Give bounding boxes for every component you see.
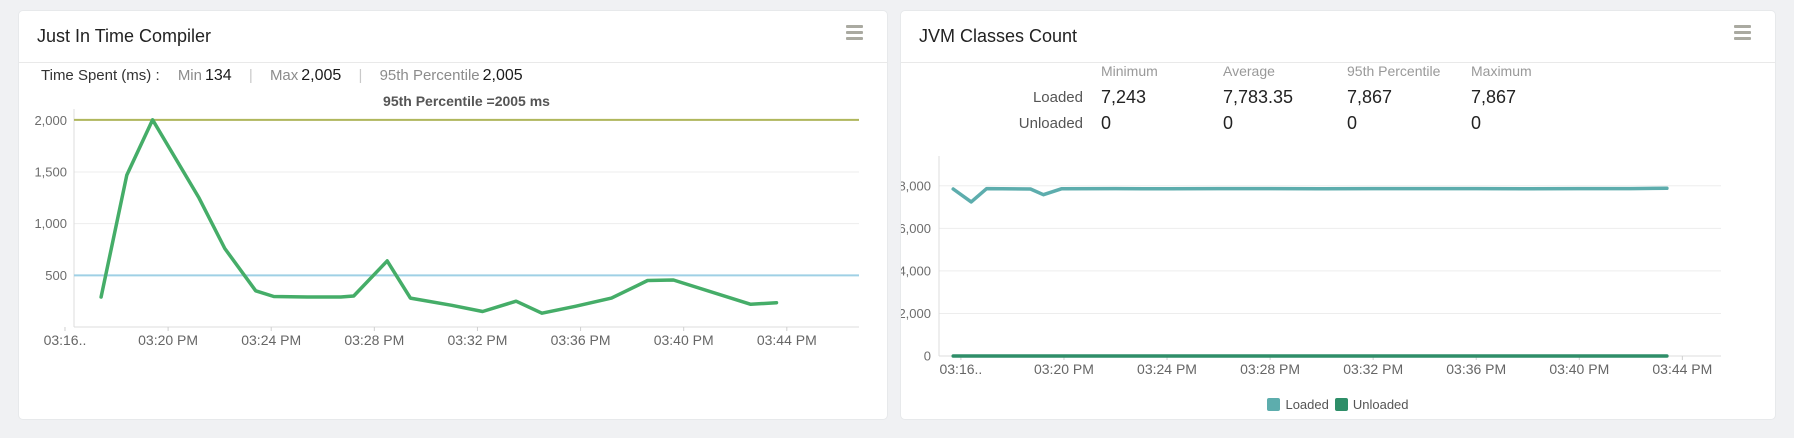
x-axis-tick-label: 03:44 PM <box>757 332 817 348</box>
row-label-unloaded: Unloaded <box>1018 114 1083 132</box>
panel-header: JVM Classes Count <box>901 11 1775 63</box>
y-axis-tick-label: 500 <box>45 268 67 283</box>
stat-max-value: 2,005 <box>301 67 342 84</box>
loaded-maximum: 7,867 <box>1471 86 1517 107</box>
hamburger-menu-icon[interactable] <box>1734 25 1751 40</box>
stat-min-value: 134 <box>204 67 232 84</box>
x-axis-tick-label: 03:20 PM <box>1034 361 1094 377</box>
y-axis-tick-label: 1,000 <box>34 216 67 231</box>
column-header-average: Average <box>1223 63 1275 79</box>
jvm-classes-panel: JVM Classes Count Minimum Average 95th P… <box>900 10 1776 420</box>
x-axis-tick-label: 03:16.. <box>939 361 982 377</box>
chart-legend: Loaded Unloaded <box>901 397 1775 412</box>
x-axis-tick-label: 03:24 PM <box>241 332 301 348</box>
y-axis-tick-label: 0 <box>924 349 931 364</box>
unloaded-maximum: 0 <box>1471 112 1482 133</box>
legend-label: Unloaded <box>1352 397 1409 412</box>
loaded-average: 7,783.35 <box>1223 86 1294 107</box>
x-axis-tick-label: 03:40 PM <box>1549 361 1609 377</box>
x-axis-tick-label: 03:28 PM <box>344 332 404 348</box>
y-axis-tick-label: 1,500 <box>34 165 67 180</box>
chart-title: 95th Percentile =2005 ms <box>383 93 550 109</box>
hamburger-menu-icon[interactable] <box>846 25 863 40</box>
x-axis-tick-label: 03:40 PM <box>654 332 714 348</box>
summary-table: Minimum Average 95th Percentile Maximum … <box>901 58 1601 136</box>
panel-header: Just In Time Compiler <box>19 11 887 63</box>
x-axis-tick-label: 03:24 PM <box>1137 361 1197 377</box>
jit-compiler-panel: Just In Time Compiler Time Spent (ms) : … <box>18 10 888 420</box>
x-axis-tick-label: 03:36 PM <box>551 332 611 348</box>
column-header-maximum: Maximum <box>1471 63 1532 79</box>
panel-title: Just In Time Compiler <box>37 26 212 46</box>
unloaded-average: 0 <box>1223 112 1234 133</box>
legend-item-unloaded[interactable]: Unloaded <box>1334 397 1409 412</box>
unloaded-p95: 0 <box>1347 112 1358 133</box>
y-axis-tick-label: 8,000 <box>901 178 931 193</box>
stat-p95-value: 2,005 <box>482 67 523 84</box>
y-axis-tick-label: 2,000 <box>901 306 931 321</box>
unloaded-minimum: 0 <box>1101 112 1112 133</box>
loaded-p95: 7,867 <box>1347 86 1393 107</box>
row-label-loaded: Loaded <box>1032 88 1083 106</box>
series-line-time-spent-ms- <box>99 118 779 315</box>
y-axis-tick-label: 2,000 <box>34 113 67 128</box>
stat-separator: | <box>358 67 363 84</box>
loaded-swatch-icon <box>1267 398 1281 411</box>
y-axis-tick-label: 4,000 <box>901 263 931 278</box>
stat-max-label: Max <box>269 67 299 84</box>
column-header-p95: 95th Percentile <box>1347 63 1441 79</box>
x-axis-tick-label: 03:44 PM <box>1652 361 1712 377</box>
time-spent-line-chart[interactable]: 500 1,000 1,500 2,000 03:16.. 03:20 PM 03:24 P… <box>19 89 889 379</box>
jvm-classes-line-chart[interactable]: 0 2,000 4,000 6,000 8,000 03:16.. 03:20 PM 03:2… <box>901 141 1777 391</box>
unloaded-swatch-icon <box>1334 398 1348 411</box>
series-line-loaded <box>951 186 1669 204</box>
column-header-minimum: Minimum <box>1101 63 1158 79</box>
panel-title: JVM Classes Count <box>919 26 1078 46</box>
x-axis-tick-label: 03:16.. <box>44 332 87 348</box>
stat-p95-label: 95th Percentile <box>379 67 480 84</box>
x-axis-tick-label: 03:36 PM <box>1446 361 1506 377</box>
legend-item-loaded[interactable]: Loaded <box>1267 397 1329 412</box>
legend-label: Loaded <box>1285 397 1329 412</box>
stats-row: Time Spent (ms) : Min 134 | Max 2,005 | 95… <box>41 63 523 89</box>
x-axis-tick-label: 03:32 PM <box>447 332 507 348</box>
y-axis-tick-label: 6,000 <box>901 221 931 236</box>
loaded-minimum: 7,243 <box>1101 86 1147 107</box>
x-axis-tick-label: 03:20 PM <box>138 332 198 348</box>
stats-metric-label: Time Spent (ms) : <box>41 67 160 84</box>
stat-separator: | <box>248 67 253 84</box>
stat-min-label: Min <box>177 67 202 84</box>
x-axis-tick-label: 03:28 PM <box>1240 361 1300 377</box>
x-axis-tick-label: 03:32 PM <box>1343 361 1403 377</box>
